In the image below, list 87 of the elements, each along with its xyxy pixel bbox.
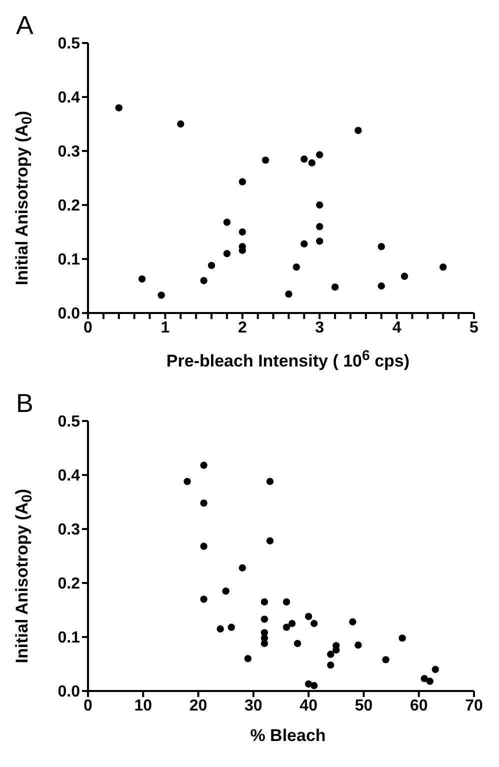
y-tick-label: 0.5 <box>58 414 80 431</box>
point <box>200 542 208 550</box>
point <box>260 640 268 648</box>
point <box>260 616 268 623</box>
point <box>177 120 184 128</box>
x-axis-title: % Bleach <box>249 726 327 746</box>
x-tick-label: 3 <box>315 319 324 336</box>
point <box>304 612 312 620</box>
x-tick-label: 4 <box>392 319 402 336</box>
point <box>327 661 334 669</box>
point <box>115 104 122 112</box>
point <box>200 596 208 603</box>
y-tick-label: 0.2 <box>58 198 80 215</box>
y-tick-label: 0.1 <box>58 630 80 647</box>
point <box>244 655 252 662</box>
x-axis-title: Pre-bleach Intensity ( 10$^{6}$ cps) <box>165 348 411 372</box>
y-tick-label: 0.1 <box>58 252 80 269</box>
point <box>223 218 231 226</box>
x-tick-label: 70 <box>465 697 483 714</box>
point <box>285 290 292 298</box>
point <box>354 642 362 649</box>
y-tick-label: 0.3 <box>58 144 80 161</box>
point <box>238 178 246 186</box>
point <box>398 634 406 642</box>
point <box>327 650 334 658</box>
point <box>238 564 246 572</box>
point <box>282 598 290 606</box>
point <box>200 499 208 507</box>
y-tick-label: 0.4 <box>58 468 80 485</box>
y-tick-label: 0.0 <box>58 306 80 323</box>
point <box>354 126 362 134</box>
x-tick-label: 0 <box>84 319 93 336</box>
point <box>228 624 235 631</box>
x-tick-label: 0 <box>84 697 93 714</box>
point <box>200 277 208 284</box>
x-tick-label: 60 <box>410 697 428 714</box>
point <box>316 151 324 158</box>
point <box>294 640 302 648</box>
chart-title: A <box>16 10 34 41</box>
point <box>266 537 274 544</box>
point <box>316 223 324 230</box>
y-tick-label: 0.2 <box>58 576 80 593</box>
point <box>382 656 390 664</box>
point <box>288 620 296 628</box>
point <box>310 620 318 628</box>
point <box>426 678 434 685</box>
point <box>420 674 428 682</box>
x-tick-label: 2 <box>238 319 247 336</box>
x-tick-label: 1 <box>160 319 170 336</box>
point <box>300 240 308 248</box>
x-tick-label: 10 <box>134 697 152 714</box>
y-tick-label: 0.4 <box>58 90 80 107</box>
point <box>222 588 230 595</box>
point <box>262 156 270 164</box>
point <box>316 201 324 209</box>
point <box>138 275 146 283</box>
point <box>378 242 385 250</box>
point <box>238 228 246 236</box>
y-tick-label: 0.5 <box>58 36 80 53</box>
point <box>331 283 339 291</box>
point <box>432 666 439 673</box>
point <box>266 478 274 486</box>
point <box>310 682 318 690</box>
point <box>200 462 208 469</box>
y-tick-label: 0.3 <box>58 522 80 539</box>
point <box>216 625 224 632</box>
point <box>208 262 216 270</box>
point <box>184 478 191 486</box>
point <box>300 156 308 163</box>
point <box>316 238 324 245</box>
x-tick-label: 30 <box>244 697 262 714</box>
y-tick-label: 0.0 <box>58 684 80 701</box>
point <box>400 272 408 280</box>
x-tick-label: 50 <box>354 697 373 714</box>
point <box>260 598 268 606</box>
point <box>158 292 165 299</box>
x-tick-label: 20 <box>189 697 208 714</box>
point <box>292 264 300 271</box>
x-tick-label: 40 <box>300 697 318 714</box>
point <box>349 618 356 626</box>
point <box>282 624 290 631</box>
point <box>223 250 231 258</box>
point <box>440 264 447 271</box>
chart-title: B <box>16 388 34 419</box>
x-tick-label: 5 <box>470 319 479 336</box>
point <box>378 282 385 290</box>
point <box>308 159 316 166</box>
